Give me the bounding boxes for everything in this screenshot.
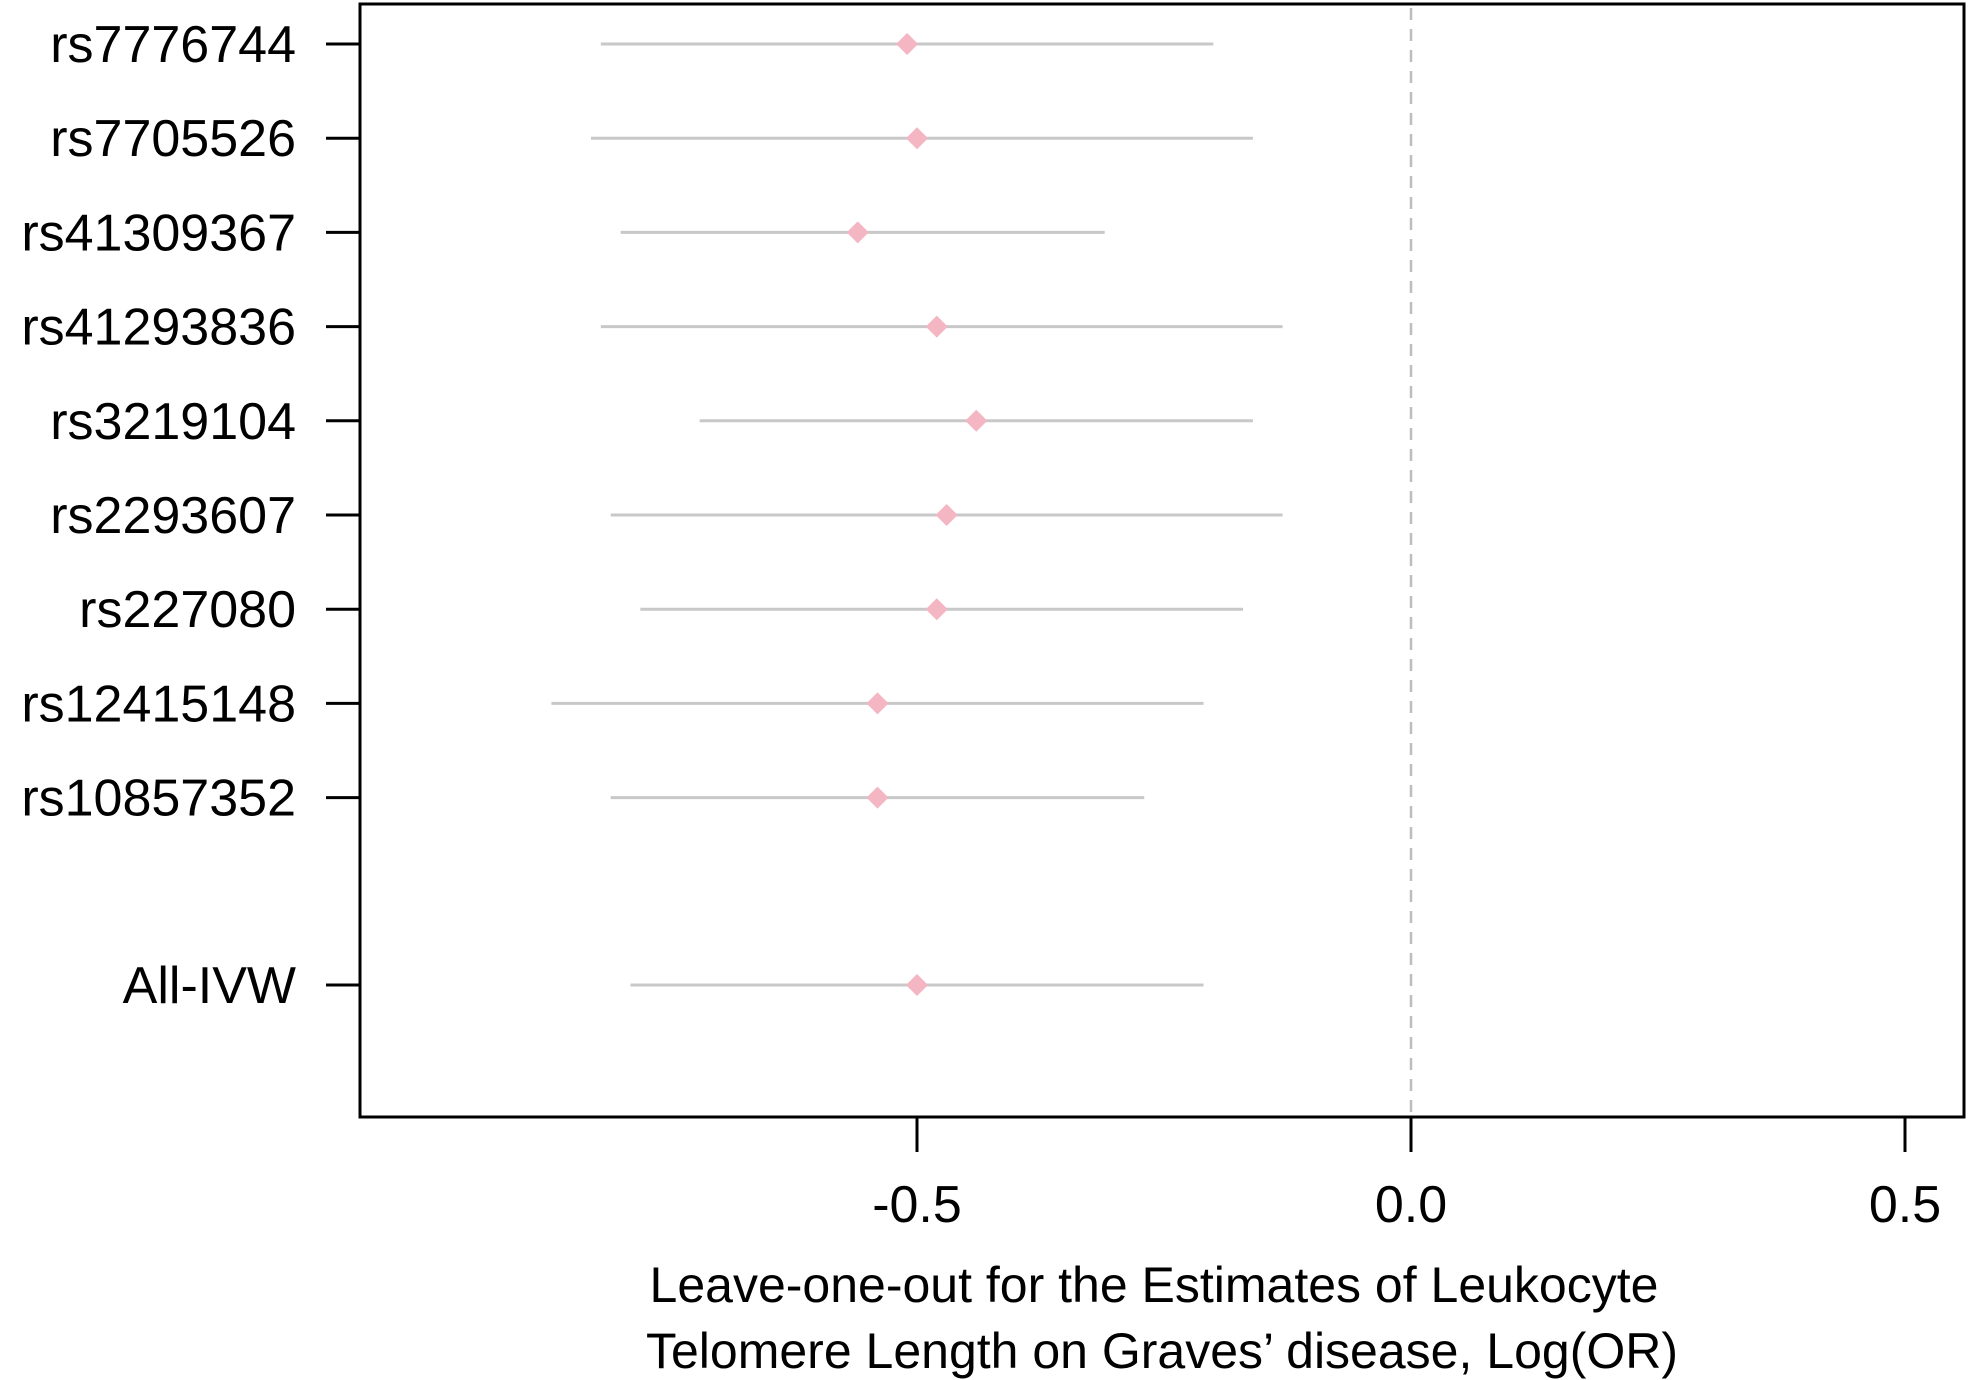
x-tick-label-0: -0.5 bbox=[872, 1176, 962, 1234]
y-tick-label-rs10857352: rs10857352 bbox=[21, 770, 296, 828]
point-estimate-rs227080 bbox=[925, 598, 948, 621]
confidence-intervals bbox=[551, 42, 1283, 987]
y-tick-label-rs41309367: rs41309367 bbox=[21, 204, 296, 262]
point-estimate-rs2293607 bbox=[935, 504, 958, 526]
x-axis-title-line-2: Telomere Length on Graves’ disease, Log(… bbox=[646, 1323, 1678, 1379]
point-estimate-All-IVW bbox=[906, 974, 928, 996]
point-estimate-rs7705526 bbox=[906, 127, 928, 150]
x-tick-label-1: 0.0 bbox=[1375, 1176, 1447, 1234]
plot-frame bbox=[358, 2, 1966, 1119]
y-tick-label-rs12415148: rs12415148 bbox=[21, 675, 296, 733]
y-tick-label-All-IVW: All-IVW bbox=[123, 957, 296, 1015]
point-estimate-rs3219104 bbox=[965, 409, 988, 432]
y-axis: rs7776744 rs7705526 rs41309367 rs41293836 rs… bbox=[21, 16, 360, 1015]
point-estimate-rs41293836 bbox=[925, 315, 948, 338]
y-tick-label-rs41293836: rs41293836 bbox=[21, 299, 296, 357]
point-estimates bbox=[846, 33, 988, 996]
point-estimate-rs7776744 bbox=[896, 33, 919, 55]
x-tick-label-2: 0.5 bbox=[1869, 1176, 1941, 1234]
point-estimate-rs12415148 bbox=[866, 692, 889, 715]
y-tick-label-rs227080: rs227080 bbox=[79, 581, 296, 639]
x-axis-title-line-1: Leave-one-out for the Estimates of Leuko… bbox=[650, 1257, 1659, 1313]
y-tick-label-rs7705526: rs7705526 bbox=[50, 110, 296, 168]
point-estimate-rs10857352 bbox=[866, 786, 889, 809]
y-tick-label-rs7776744: rs7776744 bbox=[50, 16, 296, 74]
y-tick-label-rs3219104: rs3219104 bbox=[50, 393, 296, 451]
point-estimate-rs41309367 bbox=[846, 221, 869, 244]
y-tick-label-rs2293607: rs2293607 bbox=[50, 487, 296, 545]
x-axis: -0.5 0.0 0.5 bbox=[872, 1117, 1941, 1234]
